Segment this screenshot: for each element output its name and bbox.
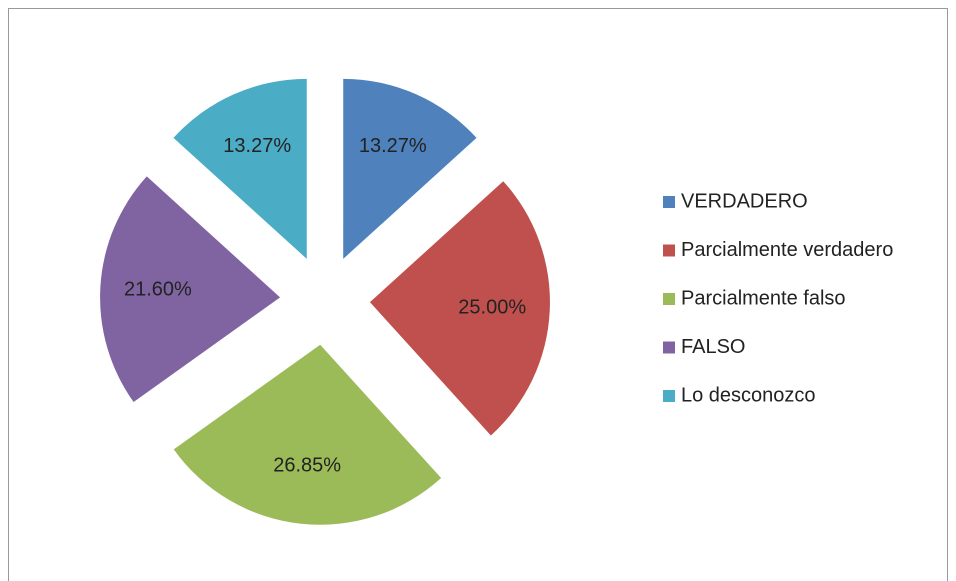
pie-slice [173,344,442,525]
legend-label: Parcialmente falso [681,287,846,309]
legend-swatch [663,390,675,402]
legend-label: Parcialmente verdadero [681,239,893,261]
data-label: 13.27% [359,135,427,157]
legend-swatch [663,244,675,257]
data-label: 26.85% [273,455,341,477]
legend-label: Lo desconozco [681,384,816,406]
legend-swatch [663,341,675,354]
data-label: 25.00% [458,296,526,318]
pie-slice [173,78,307,259]
pie-slice [369,181,550,436]
data-label: 21.60% [124,279,192,301]
data-label: 13.27% [223,135,291,157]
legend-swatch [663,196,675,208]
legend-swatch [663,293,675,305]
pie-slice [100,176,281,403]
pie-slice [343,78,477,259]
legend-label: FALSO [681,336,745,358]
legend-label: VERDADERO [681,190,808,212]
